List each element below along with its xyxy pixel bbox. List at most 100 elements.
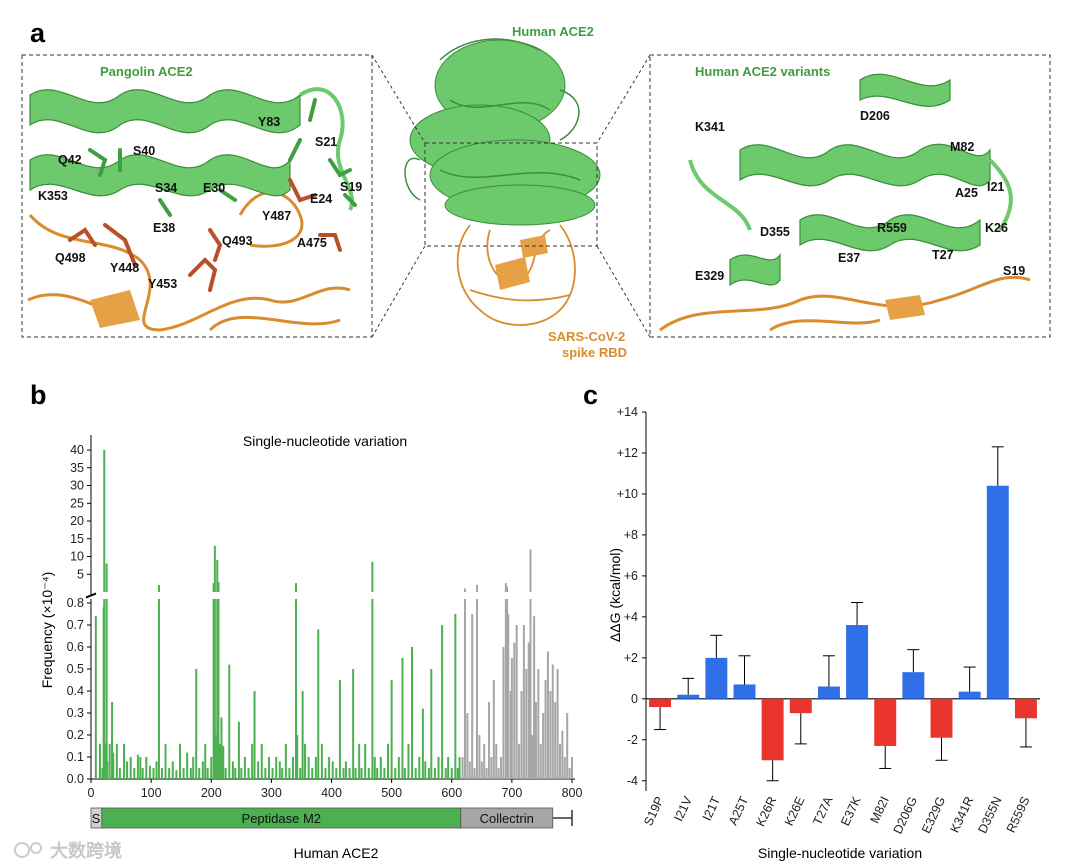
frequency-bar	[513, 642, 516, 779]
frequency-bar	[551, 664, 554, 779]
frequency-bar	[94, 616, 97, 779]
frequency-bar-upper	[103, 450, 106, 592]
frequency-bar	[504, 599, 507, 779]
frequency-bar	[488, 702, 491, 779]
y-tick-label: 40	[70, 443, 84, 457]
frequency-bar	[141, 768, 144, 779]
y-tick-label: 0.5	[67, 662, 84, 676]
rbd-label-line2: spike RBD	[562, 345, 627, 360]
frequency-bar	[237, 721, 240, 779]
frequency-bar	[148, 765, 151, 779]
human-ace2-variants-inset: Human ACE2 variants K341 D206 M82 I21 A2…	[649, 54, 1051, 338]
frequency-bar	[240, 768, 243, 779]
pangolin-ace2-inset: Pangolin ACE2	[21, 54, 373, 338]
ddg-bar	[649, 698, 672, 708]
y-tick-label: -2	[627, 733, 638, 747]
y-tick-label: 0.7	[67, 618, 84, 632]
frequency-bar	[338, 680, 341, 779]
frequency-bar	[492, 680, 495, 779]
frequency-bar	[228, 664, 231, 779]
frequency-bar	[414, 768, 417, 779]
frequency-bar	[243, 757, 246, 779]
frequency-bar	[466, 713, 469, 779]
y-tick-label: 20	[70, 514, 84, 528]
frequency-bar	[218, 743, 221, 779]
frequency-bar	[212, 599, 215, 779]
frequency-bar	[563, 757, 566, 779]
residue-label: K26	[985, 221, 1008, 235]
x-tick-label: 600	[441, 786, 462, 800]
y-tick-label: 0.6	[67, 640, 84, 654]
y-tick-label: 0.3	[67, 706, 84, 720]
frequency-bar	[373, 757, 376, 779]
frequency-bar	[215, 735, 218, 779]
frequency-bar	[358, 743, 361, 779]
frequency-bar	[520, 691, 523, 779]
frequency-bar	[458, 757, 461, 779]
human-ace2-title: Human ACE2	[512, 24, 594, 39]
human-ace2-variants-title: Human ACE2 variants	[695, 64, 830, 79]
residue-label: Y487	[262, 209, 291, 223]
y-tick-label: 0.2	[67, 728, 84, 742]
ddg-bar	[874, 698, 897, 746]
frequency-bar	[403, 768, 406, 779]
frequency-bar	[497, 768, 500, 779]
y-tick-label: -4	[627, 774, 638, 788]
frequency-bar	[360, 768, 363, 779]
x-tick-label: 0	[88, 786, 95, 800]
panel-c-label: c	[583, 380, 598, 410]
frequency-bar	[500, 757, 503, 779]
frequency-bar	[251, 743, 254, 779]
frequency-bar	[320, 743, 323, 779]
frequency-bar	[103, 599, 106, 779]
x-tick-label: K341R	[948, 794, 977, 835]
watermark-text: 大数跨境	[50, 840, 122, 861]
left-residue-labels: S21 Y83 Q42 S40 S34 E30 K353 S19 E24 Y48…	[38, 115, 362, 291]
frequency-bar	[281, 768, 284, 779]
frequency-bar	[367, 768, 370, 779]
rbd-label-line1: SARS-CoV-2	[548, 329, 625, 344]
residue-label: E30	[203, 181, 225, 195]
y-tick-label: +10	[617, 487, 638, 501]
x-tick-label: E329G	[919, 794, 948, 835]
frequency-bar	[324, 768, 327, 779]
frequency-bar	[275, 757, 278, 779]
frequency-bar	[157, 599, 160, 779]
watermark-logo-icon	[30, 842, 42, 854]
y-tick-label: 0.4	[67, 684, 84, 698]
frequency-bar	[433, 768, 436, 779]
frequency-bar-upper	[212, 583, 215, 592]
residue-label: D206	[860, 109, 890, 123]
x-tick-label: 500	[381, 786, 402, 800]
frequency-bar	[554, 702, 557, 779]
frequency-bar	[168, 768, 171, 779]
frequency-bar	[220, 717, 223, 779]
frequency-bar	[444, 768, 447, 779]
frequency-bar	[192, 757, 195, 779]
axis-break-mark	[85, 593, 97, 599]
residue-label: S19	[340, 180, 362, 194]
domain-label: S	[92, 811, 101, 826]
frequency-bar	[160, 768, 163, 779]
frequency-bar	[352, 669, 355, 779]
domain-label: Peptidase M2	[242, 811, 322, 826]
y-tick-label: 0.0	[67, 772, 84, 786]
frequency-bar	[507, 614, 510, 779]
frequency-bar	[450, 768, 453, 779]
frequency-bar	[311, 768, 314, 779]
frequency-bar	[495, 743, 498, 779]
frequency-bar	[510, 658, 513, 779]
frequency-bar-upper	[216, 560, 219, 592]
frequency-bar	[424, 761, 427, 779]
frequency-bar	[231, 761, 234, 779]
frequency-bar	[213, 599, 216, 779]
residue-label: Y453	[148, 277, 177, 291]
frequency-bar	[407, 743, 410, 779]
x-tick-label: E37K	[838, 794, 864, 828]
y-tick-label: +6	[624, 569, 638, 583]
frequency-bar	[344, 761, 347, 779]
frequency-bar	[222, 746, 225, 779]
frequency-bar	[335, 768, 338, 779]
residue-label: Q42	[58, 153, 82, 167]
chart-b-title: Single-nucleotide variation	[243, 433, 407, 449]
